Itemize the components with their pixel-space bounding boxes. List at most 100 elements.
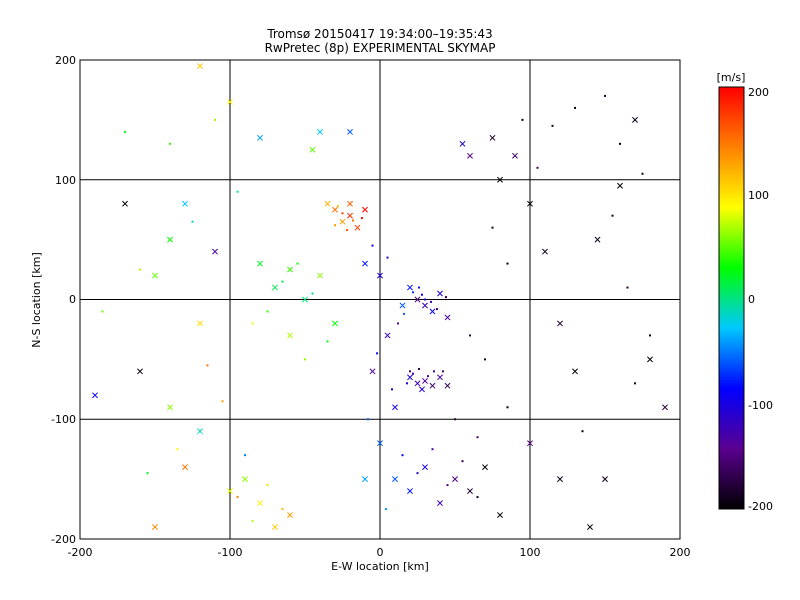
data-point-cross	[152, 524, 158, 530]
data-point-cross	[489, 134, 496, 141]
data-point-cross	[137, 368, 143, 375]
data-point-cross	[309, 146, 316, 153]
data-point-dot	[430, 300, 432, 303]
x-tick-label: 100	[520, 546, 541, 559]
data-point-dot	[352, 219, 354, 222]
data-point-dot	[484, 358, 486, 361]
data-point-cross	[429, 382, 436, 389]
data-point-cross	[377, 440, 383, 447]
data-point-dot	[469, 334, 471, 337]
data-point-cross	[422, 377, 428, 384]
data-point-dot	[376, 352, 378, 355]
data-point-dot	[412, 291, 414, 294]
data-point-dot	[371, 244, 374, 247]
data-point-dot	[461, 460, 464, 463]
grid-lines	[80, 60, 680, 539]
data-point-cross	[92, 392, 98, 399]
y-tick-label: 100	[55, 174, 76, 187]
data-point-cross	[452, 476, 458, 483]
data-point-cross	[557, 320, 563, 327]
data-point-dot	[619, 142, 621, 145]
data-point-cross	[587, 524, 593, 530]
data-point-dot	[361, 217, 363, 220]
data-point-cross	[332, 206, 338, 213]
data-point-cross	[122, 200, 128, 207]
data-point-cross	[429, 308, 436, 315]
data-point-cross	[557, 476, 563, 483]
colorbar: [m/s] 200 100 0 -100 -200	[717, 71, 773, 513]
data-point-dot	[266, 310, 269, 313]
colorbar-unit-label: [m/s]	[717, 71, 746, 84]
data-point-cross	[197, 320, 203, 327]
data-point-cross	[407, 374, 413, 381]
x-tick-label: 0	[377, 546, 384, 559]
data-point-cross	[332, 320, 338, 327]
data-point-cross	[317, 128, 323, 135]
data-point-dot	[251, 322, 254, 325]
data-point-dot	[574, 106, 576, 109]
data-point-dot	[611, 214, 614, 217]
data-point-dot	[604, 94, 606, 97]
colorbar-tick-label: 200	[748, 86, 769, 99]
data-point-cross	[257, 134, 263, 141]
colorbar-tick-label: 0	[748, 293, 755, 306]
data-point-cross	[444, 314, 451, 321]
data-point-dot	[385, 508, 387, 511]
data-point-dot	[311, 292, 314, 295]
data-point-cross	[419, 386, 425, 393]
data-point-cross	[212, 248, 218, 255]
x-axis: -200 -100 0 100 200 E-W location [km]	[68, 546, 691, 573]
data-point-cross	[272, 284, 278, 291]
data-point-dot	[431, 448, 434, 451]
data-point-cross	[617, 182, 623, 189]
data-point-cross	[197, 428, 203, 435]
data-point-cross	[482, 464, 488, 471]
data-point-dot	[581, 430, 584, 433]
data-point-dot	[296, 262, 299, 265]
data-point-cross	[347, 128, 353, 135]
data-point-dot	[418, 286, 420, 289]
data-point-dot	[334, 224, 336, 227]
data-point-cross	[647, 356, 653, 363]
data-point-dot	[418, 367, 420, 370]
data-point-cross	[324, 200, 331, 207]
data-point-dot	[454, 418, 456, 421]
data-point-cross	[152, 272, 158, 279]
y-axis-label: N-S location [km]	[30, 252, 43, 348]
data-point-dot	[412, 372, 414, 375]
data-point-cross	[362, 260, 368, 267]
data-point-cross	[497, 512, 503, 519]
data-point-dot	[436, 308, 438, 311]
data-point-dot	[649, 334, 651, 337]
data-point-cross	[414, 380, 421, 387]
data-point-dot	[521, 118, 524, 121]
data-point-cross	[182, 464, 188, 471]
data-point-dot	[421, 293, 423, 296]
data-point-cross	[399, 302, 406, 309]
data-point-dot	[445, 296, 447, 299]
data-point-cross	[272, 524, 278, 530]
data-point-dot	[304, 358, 306, 361]
chart-subtitle: RwPretec (8p) EXPERIMENTAL SKYMAP	[265, 41, 496, 55]
colorbar-tick-label: -200	[748, 500, 773, 513]
data-point-dot	[446, 484, 449, 487]
colorbar-tick-label: 100	[748, 189, 769, 202]
data-point-dot	[626, 286, 629, 289]
data-point-cross	[287, 266, 293, 273]
data-point-cross	[339, 218, 346, 225]
data-point-cross	[227, 98, 233, 105]
data-point-dot	[251, 520, 254, 523]
data-point-dot	[346, 229, 348, 232]
y-axis: 200 100 0 -100 -200 N-S location [km]	[30, 54, 76, 546]
data-point-cross	[414, 296, 421, 303]
data-point-dot	[551, 124, 554, 127]
data-point-dot	[491, 226, 494, 229]
data-point-dot	[409, 370, 411, 373]
data-point-cross	[632, 116, 638, 123]
data-point-dot	[536, 166, 539, 169]
data-point-dot	[169, 142, 171, 145]
y-tick-label: 200	[55, 54, 76, 67]
data-point-dot	[401, 454, 404, 457]
data-point-cross	[392, 404, 398, 411]
data-point-cross	[227, 488, 233, 495]
